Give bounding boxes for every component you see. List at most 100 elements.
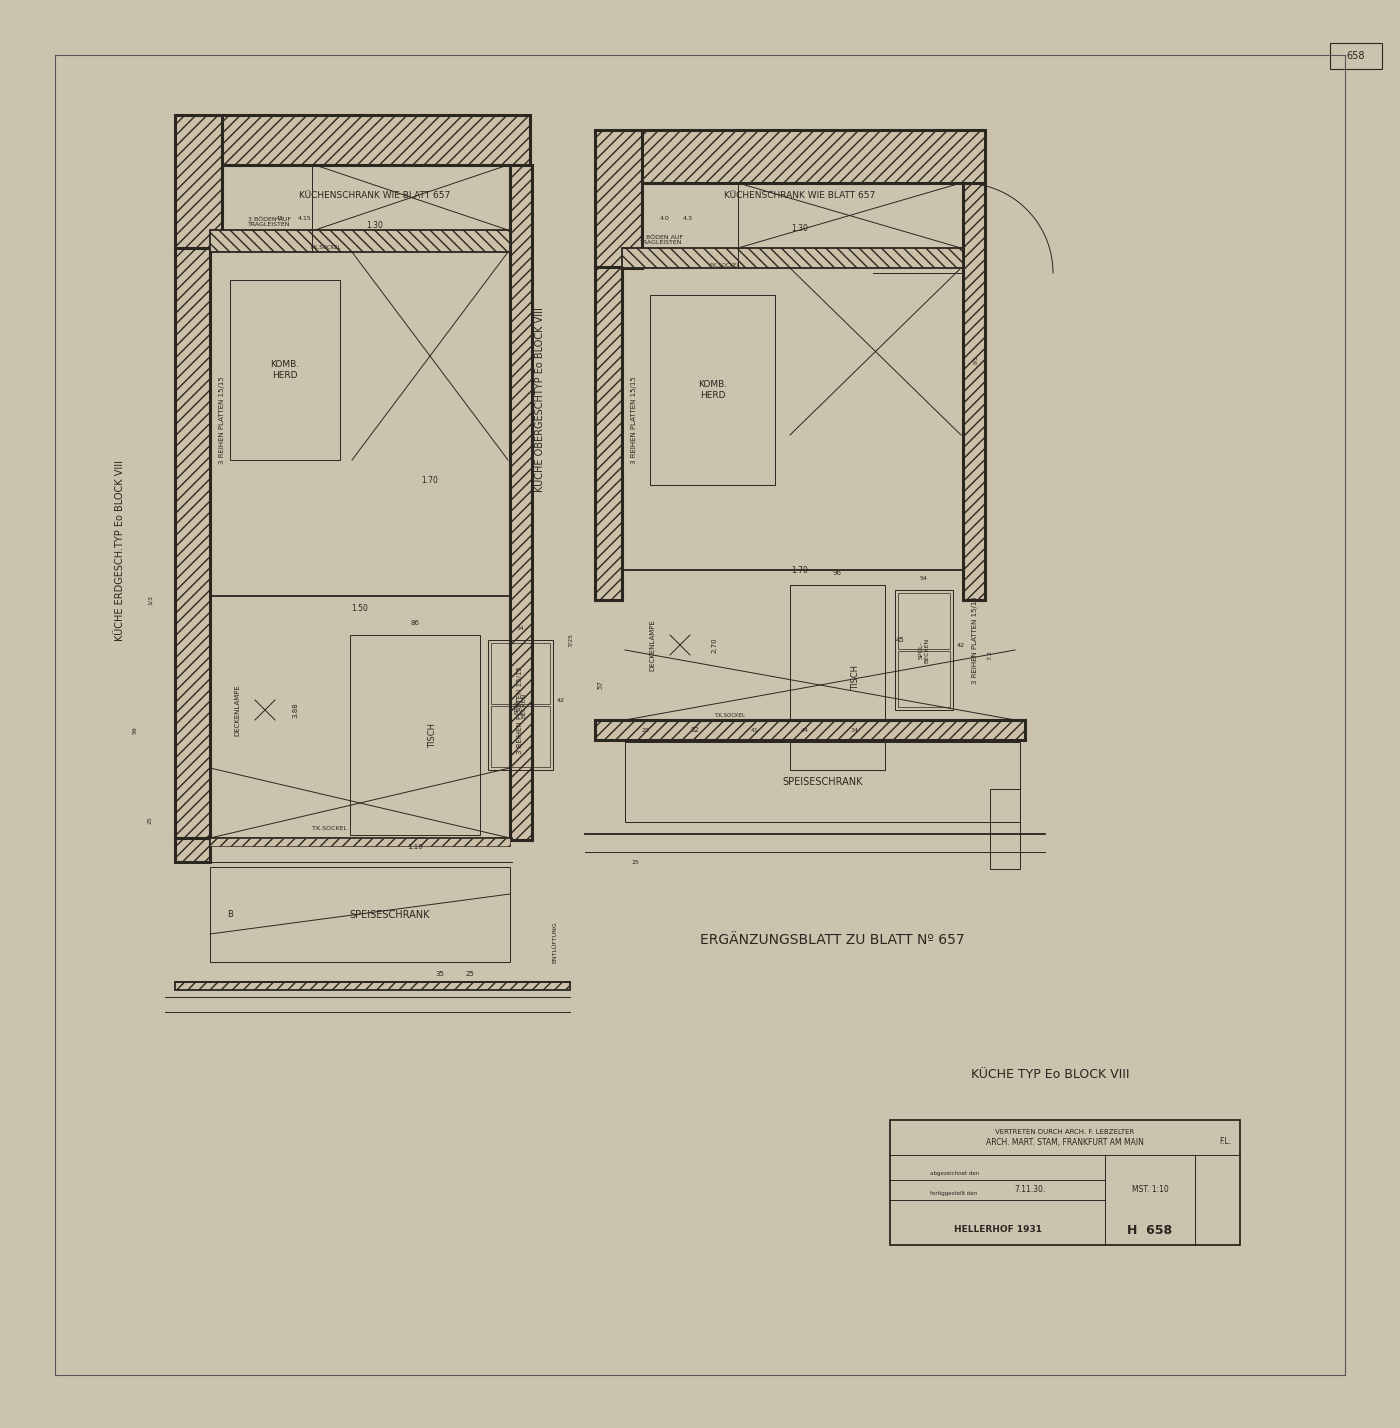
Text: 25: 25 bbox=[631, 860, 638, 864]
Text: .95: .95 bbox=[973, 356, 979, 366]
Bar bbox=[491, 643, 550, 704]
Text: 35: 35 bbox=[435, 971, 444, 977]
Bar bbox=[210, 230, 510, 251]
Text: 45: 45 bbox=[896, 637, 904, 643]
Text: 3 REIHEN PLATTEN 15/15: 3 REIHEN PLATTEN 15/15 bbox=[218, 376, 225, 464]
Bar bbox=[622, 248, 963, 268]
Text: KÜCHE ERDGESCH.TYP Eo BLOCK VIII: KÜCHE ERDGESCH.TYP Eo BLOCK VIII bbox=[115, 460, 125, 641]
Text: 59: 59 bbox=[133, 725, 137, 734]
Text: fertiggestellt den: fertiggestellt den bbox=[930, 1191, 977, 1195]
Text: 86: 86 bbox=[410, 620, 420, 625]
Text: 54: 54 bbox=[920, 575, 928, 581]
Bar bbox=[175, 838, 210, 863]
Text: TISCH: TISCH bbox=[428, 723, 437, 747]
Text: 41: 41 bbox=[750, 727, 759, 733]
Text: 7.11.30.: 7.11.30. bbox=[1015, 1185, 1046, 1194]
Text: abgezeichnet den: abgezeichnet den bbox=[930, 1171, 979, 1175]
Bar bbox=[595, 720, 1025, 740]
Bar bbox=[210, 867, 510, 962]
Text: 1.30: 1.30 bbox=[791, 224, 808, 233]
Text: 44: 44 bbox=[801, 727, 809, 733]
Text: 1.10: 1.10 bbox=[407, 844, 423, 850]
Bar bbox=[624, 743, 1021, 823]
Text: 25: 25 bbox=[466, 971, 475, 977]
Bar bbox=[175, 982, 570, 990]
Text: 3 BÖDEN AUF
TRAGLEISTEN: 3 BÖDEN AUF TRAGLEISTEN bbox=[248, 217, 291, 227]
Text: 1.70: 1.70 bbox=[791, 565, 808, 574]
Text: 43: 43 bbox=[276, 216, 284, 220]
Text: DECKENLAMPE: DECKENLAMPE bbox=[234, 684, 239, 735]
Bar bbox=[650, 296, 776, 486]
Text: TISCH: TISCH bbox=[851, 665, 860, 690]
Text: 1.30: 1.30 bbox=[367, 220, 384, 230]
Text: 57: 57 bbox=[596, 681, 603, 690]
Text: 42: 42 bbox=[557, 697, 566, 703]
Text: ENTLÜFTUNG: ENTLÜFTUNG bbox=[553, 921, 557, 962]
Text: 4.0: 4.0 bbox=[659, 216, 671, 220]
Bar bbox=[220, 116, 531, 166]
Text: MST. 1:10: MST. 1:10 bbox=[1131, 1185, 1169, 1194]
Text: 25: 25 bbox=[147, 815, 153, 824]
Text: KÜCHENSCHRANK WIE BLATT 657: KÜCHENSCHRANK WIE BLATT 657 bbox=[724, 190, 875, 200]
Text: KOMB.
HERD: KOMB. HERD bbox=[270, 360, 300, 380]
Bar bbox=[890, 1120, 1240, 1245]
Text: 3 BÖDEN AUF
TRAGLEISTEN: 3 BÖDEN AUF TRAGLEISTEN bbox=[640, 234, 683, 246]
Text: 1.70: 1.70 bbox=[421, 476, 438, 484]
Text: F.L.: F.L. bbox=[1219, 1138, 1231, 1147]
Text: 3 REIHEN PLATTEN 15/15: 3 REIHEN PLATTEN 15/15 bbox=[517, 665, 524, 754]
Text: 34: 34 bbox=[851, 727, 860, 733]
Bar bbox=[230, 280, 340, 460]
Text: ARCH. MART. STAM, FRANKFURT AM MAIN: ARCH. MART. STAM, FRANKFURT AM MAIN bbox=[986, 1138, 1144, 1147]
Text: KOMB.
HERD: KOMB. HERD bbox=[699, 380, 727, 400]
Text: 3 REIHEN PLATTEN 15/15: 3 REIHEN PLATTEN 15/15 bbox=[972, 595, 979, 684]
Text: SPEISESCHRANK: SPEISESCHRANK bbox=[783, 777, 862, 787]
Text: 54: 54 bbox=[517, 625, 525, 631]
Bar bbox=[895, 590, 953, 710]
Bar bbox=[1330, 43, 1382, 69]
Bar bbox=[790, 585, 885, 770]
Bar bbox=[897, 651, 951, 707]
Bar bbox=[963, 183, 986, 600]
Bar bbox=[990, 790, 1021, 870]
Bar bbox=[210, 838, 510, 845]
Text: SPÜL-
BECKEN: SPÜL- BECKEN bbox=[918, 637, 930, 663]
Text: 82: 82 bbox=[690, 727, 700, 733]
Text: 7/25: 7/25 bbox=[567, 633, 573, 647]
Text: 3.88: 3.88 bbox=[293, 703, 298, 718]
Bar bbox=[510, 166, 532, 840]
Text: SPEISESCHRANK: SPEISESCHRANK bbox=[350, 910, 430, 920]
Bar bbox=[897, 593, 951, 648]
Text: 658: 658 bbox=[1347, 51, 1365, 61]
Bar bbox=[640, 130, 986, 183]
Text: 2.70: 2.70 bbox=[713, 637, 718, 653]
Text: 1.50: 1.50 bbox=[351, 604, 368, 613]
Text: HELLERHOF 1931: HELLERHOF 1931 bbox=[953, 1225, 1042, 1234]
Bar bbox=[595, 267, 622, 600]
Bar bbox=[595, 130, 643, 268]
Text: KÜCHE TYP Eo BLOCK VIII: KÜCHE TYP Eo BLOCK VIII bbox=[970, 1068, 1130, 1081]
Bar bbox=[175, 116, 223, 250]
Text: H  658: H 658 bbox=[1127, 1224, 1173, 1237]
Text: DECKENLAMPE: DECKENLAMPE bbox=[650, 620, 655, 671]
Text: 3 REIHEN PLATTEN 15/15: 3 REIHEN PLATTEN 15/15 bbox=[631, 376, 637, 464]
Text: F.K.SOCKEL: F.K.SOCKEL bbox=[710, 263, 741, 267]
Bar bbox=[489, 640, 553, 770]
Text: KÜCHE OBERGESCHTYP Eo BLOCK VIII: KÜCHE OBERGESCHTYP Eo BLOCK VIII bbox=[535, 307, 545, 493]
Bar bbox=[350, 635, 480, 835]
Text: 42: 42 bbox=[958, 643, 965, 647]
Text: 25: 25 bbox=[641, 727, 650, 733]
Text: 1/3: 1/3 bbox=[147, 595, 153, 605]
Text: 7.2: 7.2 bbox=[987, 650, 993, 660]
Text: SPÜL-
BECKEN: SPÜL- BECKEN bbox=[515, 693, 526, 718]
Text: B: B bbox=[227, 910, 232, 920]
Bar bbox=[491, 705, 550, 767]
Text: 4.3: 4.3 bbox=[683, 216, 693, 220]
Text: VERTRETEN DURCH ARCH. F. LEBZELTER: VERTRETEN DURCH ARCH. F. LEBZELTER bbox=[995, 1130, 1134, 1135]
Text: T.K.SOCKEL: T.K.SOCKEL bbox=[312, 825, 349, 831]
Text: ERGÄNZUNGSBLATT ZU BLATT Nº 657: ERGÄNZUNGSBLATT ZU BLATT Nº 657 bbox=[700, 932, 965, 947]
Text: 4.15: 4.15 bbox=[298, 216, 312, 220]
Text: F.K.SOCKEL: F.K.SOCKEL bbox=[309, 244, 340, 250]
Bar bbox=[175, 248, 210, 840]
Text: 96: 96 bbox=[833, 570, 841, 575]
Text: KÜCHENSCHRANK WIE BLATT 657: KÜCHENSCHRANK WIE BLATT 657 bbox=[300, 190, 451, 200]
